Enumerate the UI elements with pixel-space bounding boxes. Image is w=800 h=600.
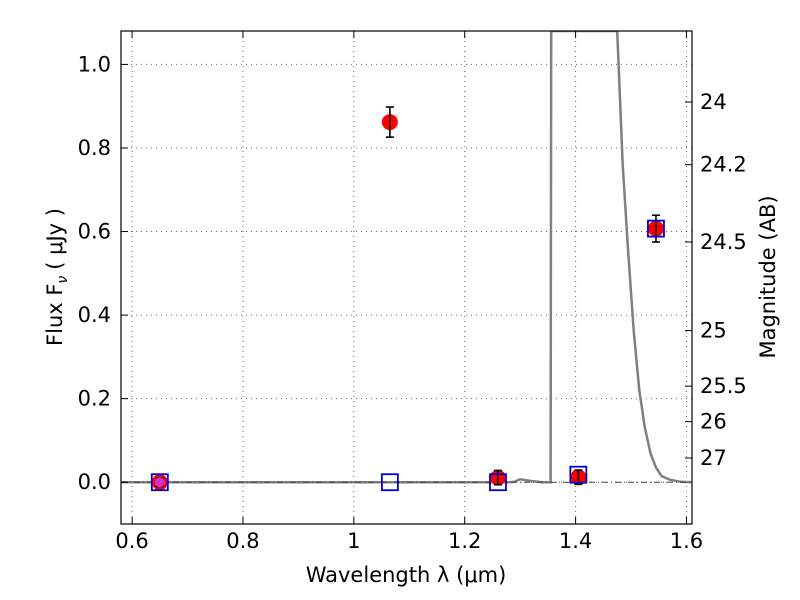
y-tick-label: 0.4: [78, 303, 111, 327]
y-tick-label: 0.8: [78, 136, 111, 160]
model-flux-square: [489, 473, 507, 492]
x-tick-label: 0.8: [226, 529, 259, 553]
extra-marker: [154, 477, 165, 488]
plot-frame: [120, 30, 693, 525]
y-axis-label-unit: ( μJy ): [43, 208, 67, 270]
model-flux-square: [647, 219, 665, 238]
x-tick-label: 1.6: [670, 529, 703, 553]
y-axis-label: Flux Fν ( μJy ): [43, 208, 71, 346]
y-tick-label: 0.0: [78, 470, 111, 494]
data-markers: [150, 106, 665, 492]
model-flux-square: [150, 473, 169, 492]
y-axis-label-subscript: ν: [55, 276, 71, 284]
grid-lines: [121, 31, 692, 524]
y-tick-label: 0.6: [78, 220, 111, 244]
x-tick-label: 0.6: [115, 529, 148, 553]
x-tick-label: 1.4: [559, 529, 592, 553]
right-tick-label: 27: [700, 446, 727, 470]
right-tick-label: 25: [700, 319, 727, 343]
right-tick-label: 25.5: [700, 374, 747, 398]
spectrum-line: [121, 31, 692, 484]
y-axis-right-label: Magnitude (AB): [756, 195, 780, 358]
y-tick-label: 1.0: [78, 52, 111, 76]
x-tick-label: 1.2: [448, 529, 481, 553]
x-tick-label: 1: [347, 529, 360, 553]
y-axis-label-main: Flux F: [43, 284, 67, 346]
right-tick-label: 24.5: [700, 230, 747, 254]
model-flux-square: [569, 465, 588, 484]
right-tick-label: 24: [700, 90, 727, 114]
model-flux-square: [380, 473, 399, 492]
model-spectrum: [121, 31, 692, 484]
y-tick-label: 0.2: [78, 387, 111, 411]
right-tick-label: 24.2: [700, 153, 747, 177]
x-axis-label: Wavelength λ (μm): [306, 563, 507, 587]
right-tick-label: 26: [700, 410, 727, 434]
axis-ticks: 0.6 0.8 1 1.2 1.4 1.6 0.0 0.2 0.4 0.6 0.8 1.0 24 24.2…: [78, 31, 747, 553]
